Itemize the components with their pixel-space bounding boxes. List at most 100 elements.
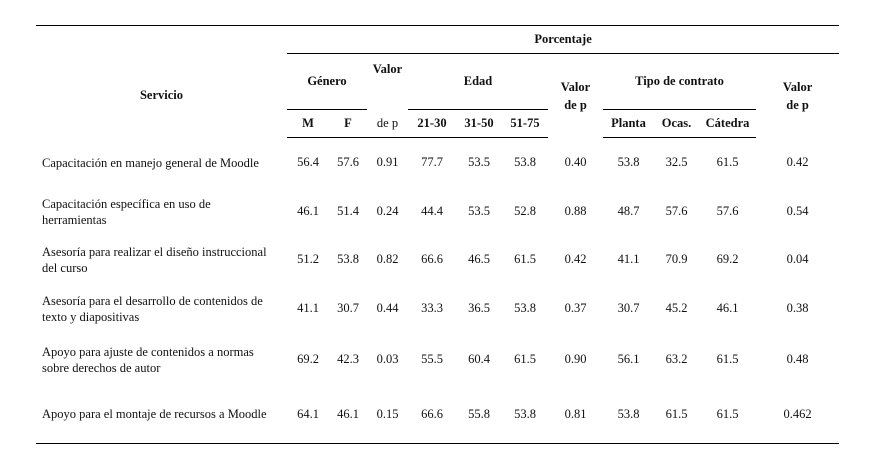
p-contrato-cell: 0.38 [786, 301, 809, 315]
catedra-cell: 61.5 [716, 352, 739, 366]
p-edad-cell: 0.88 [564, 204, 587, 218]
header-row-2: Servicio Género Valor Edad Valor de p Ti… [36, 53, 839, 112]
m-cell: 41.1 [297, 301, 319, 315]
p-contrato-cell: 0.462 [756, 385, 840, 444]
ocas-header: Ocas. [654, 109, 699, 138]
planta-cell: 48.7 [617, 204, 640, 218]
catedra-cell: 61.5 [699, 385, 756, 444]
age-21-30-cell: 44.4 [421, 204, 443, 218]
ocas-cell: 57.6 [665, 204, 688, 218]
table-row: Asesoría para realizar el diseño instruc… [36, 236, 839, 284]
results-table-container: Porcentaje Servicio Género Valor Edad Va… [36, 25, 840, 444]
catedra-header: Cátedra [699, 109, 756, 138]
table-row: Apoyo para ajuste de contenidos a normas… [36, 334, 839, 386]
age-31-50-cell: 46.5 [468, 252, 490, 266]
ocas-cell: 45.2 [665, 301, 688, 315]
genero-header: Género [287, 53, 367, 110]
p-edad-cell: 0.37 [564, 301, 587, 315]
planta-cell: 41.1 [617, 252, 640, 266]
p-genero-cell: 0.03 [376, 352, 399, 366]
results-table: Porcentaje Servicio Género Valor Edad Va… [36, 25, 840, 444]
valor-de-p-header-2: Valor de p [782, 79, 813, 112]
table-row: Capacitación específica en uso de herrami… [36, 188, 839, 236]
age-51-75-header: 51-75 [502, 109, 548, 138]
tipo-contrato-header: Tipo de contrato [603, 53, 756, 110]
age-51-75-cell: 53.8 [514, 301, 536, 315]
valor-de-p-header-1: Valor de p [560, 79, 591, 112]
catedra-cell: 61.5 [716, 155, 739, 170]
header-row-3: M F de p 21-30 31-50 51-75 Planta Ocas. … [36, 109, 839, 138]
p-edad-cell: 0.90 [564, 352, 587, 366]
age-31-50-cell: 53.5 [468, 155, 490, 170]
planta-cell: 56.1 [617, 352, 640, 366]
p-contrato-cell: 0.48 [786, 352, 809, 366]
planta-cell: 30.7 [617, 301, 640, 315]
age-31-50-cell: 60.4 [468, 352, 490, 366]
p-contrato-cell: 0.04 [786, 252, 809, 266]
age-21-30-cell: 77.7 [421, 155, 443, 170]
age-21-30-header: 21-30 [408, 109, 456, 138]
planta-cell: 53.8 [617, 155, 640, 170]
m-header: M [287, 109, 329, 138]
f-cell: 46.1 [329, 385, 367, 444]
servicio-cell: Capacitación específica en uso de herrami… [42, 196, 211, 227]
table-row: Asesoría para el desarrollo de contenido… [36, 284, 839, 334]
p-genero-cell: 0.82 [376, 252, 399, 266]
m-cell: 46.1 [297, 204, 319, 218]
m-cell: 51.2 [297, 252, 319, 266]
age-51-75-cell: 53.8 [502, 385, 548, 444]
age-21-30-cell: 55.5 [421, 352, 443, 366]
p-contrato-cell: 0.42 [786, 155, 809, 169]
p-edad-cell: 0.42 [564, 252, 587, 266]
p-genero-cell: 0.44 [376, 301, 399, 315]
m-cell: 69.2 [297, 352, 319, 366]
porcentaje-header: Porcentaje [287, 25, 840, 54]
m-cell: 56.4 [297, 155, 319, 170]
servicio-cell: Asesoría para el desarrollo de contenido… [42, 293, 263, 324]
ocas-cell: 61.5 [654, 385, 699, 444]
age-51-75-cell: 53.8 [514, 155, 536, 170]
f-cell: 30.7 [337, 301, 359, 315]
f-header: F [329, 109, 367, 138]
catedra-cell: 57.6 [716, 204, 739, 218]
p-genero-cell: 0.24 [376, 204, 399, 218]
p-edad-cell: 0.40 [564, 155, 587, 169]
p-genero-cell: 0.15 [367, 385, 408, 444]
planta-header: Planta [603, 109, 654, 138]
p-contrato-cell: 0.54 [786, 204, 809, 218]
age-31-50-header: 31-50 [456, 109, 502, 138]
table-row: Apoyo para el montaje de recursos a Mood… [36, 385, 840, 444]
catedra-cell: 69.2 [716, 252, 739, 266]
age-31-50-cell: 53.5 [468, 204, 490, 218]
age-51-75-cell: 61.5 [514, 252, 536, 266]
servicio-header: Servicio [139, 88, 184, 102]
f-cell: 57.6 [337, 155, 359, 170]
f-cell: 42.3 [337, 352, 359, 366]
m-cell: 64.1 [287, 385, 329, 444]
age-21-30-cell: 66.6 [408, 385, 456, 444]
f-cell: 53.8 [337, 252, 359, 266]
servicio-cell: Asesoría para realizar el diseño instruc… [42, 244, 267, 275]
age-31-50-cell: 55.8 [456, 385, 502, 444]
f-cell: 51.4 [337, 204, 359, 218]
ocas-cell: 32.5 [665, 155, 688, 170]
age-21-30-cell: 33.3 [421, 301, 443, 315]
edad-header: Edad [408, 53, 548, 110]
servicio-cell: Apoyo para el montaje de recursos a Mood… [36, 385, 287, 444]
age-31-50-cell: 36.5 [468, 301, 490, 315]
catedra-cell: 46.1 [716, 301, 739, 315]
age-21-30-cell: 66.6 [421, 252, 443, 266]
table-row: Capacitación en manejo general de Moodle… [36, 138, 839, 188]
valor-p-header-top: Valor [372, 62, 403, 76]
servicio-cell: Capacitación en manejo general de Moodle [42, 155, 259, 170]
planta-cell: 53.8 [603, 385, 654, 444]
servicio-cell: Apoyo para ajuste de contenidos a normas… [42, 344, 254, 375]
header-row-1: Porcentaje [36, 25, 840, 54]
age-51-75-cell: 52.8 [514, 204, 536, 218]
valor-p-header-bottom: de p [367, 109, 408, 138]
age-51-75-cell: 61.5 [514, 352, 536, 366]
p-genero-cell: 0.91 [376, 155, 399, 170]
p-edad-cell: 0.81 [548, 385, 603, 444]
ocas-cell: 63.2 [665, 352, 688, 366]
ocas-cell: 70.9 [665, 252, 688, 266]
